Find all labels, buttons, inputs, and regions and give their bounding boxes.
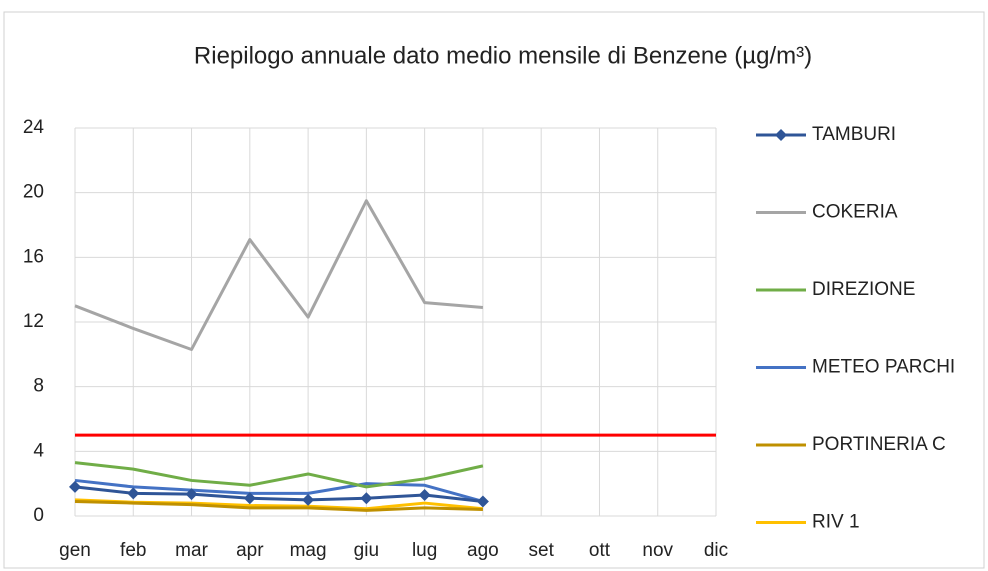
data-marker [302,493,315,506]
x-tick-label: mag [290,540,327,561]
chart-title: Riepilogo annuale dato medio mensile di … [194,42,812,69]
data-marker [185,488,198,501]
y-tick-label: 8 [33,376,44,397]
x-tick-label: gen [59,540,91,561]
legend-label: COKERIA [812,202,898,223]
legend-label: METEO PARCHI [812,357,955,378]
series-line [74,199,484,351]
data-marker [476,495,489,508]
series-line [74,499,483,512]
legend-label: PORTINERIA C [812,434,946,455]
data-marker [243,492,256,505]
data-marker [418,488,431,501]
x-tick-label: mar [175,540,208,561]
x-tick-label: nov [642,540,673,561]
data-marker [127,487,140,500]
legend-marker [775,129,787,141]
y-tick-label: 20 [23,182,44,203]
y-tick-label: 24 [23,117,45,138]
legend-label: RIV 1 [812,512,860,533]
y-tick-label: 16 [23,246,44,267]
legend-label: DIREZIONE [812,279,915,300]
series-line [74,461,484,489]
x-tick-label: feb [120,540,146,561]
x-tick-label: lug [412,540,437,561]
x-tick-label: apr [236,540,264,561]
data-marker [360,492,373,505]
x-tick-label: set [529,540,555,561]
data-marker [69,480,81,493]
y-tick-label: 12 [23,311,44,332]
y-tick-label: 0 [33,505,44,526]
x-tick-label: dic [704,540,728,561]
series-line [74,478,484,503]
y-tick-label: 4 [33,440,44,461]
x-tick-label: ott [589,540,611,561]
x-tick-label: ago [467,540,499,561]
series-line [74,485,484,503]
legend-label: TAMBURI [812,124,896,145]
x-tick-label: giu [354,540,379,561]
